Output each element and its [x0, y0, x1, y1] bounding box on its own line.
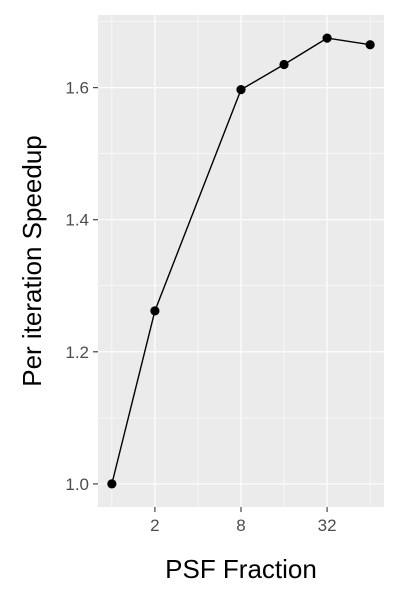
- y-tick-label: 1.2: [65, 343, 89, 362]
- axis-ticks: [93, 87, 328, 512]
- y-tick-label: 1.4: [65, 211, 89, 230]
- series-line: [111, 37, 371, 485]
- data-point: [279, 59, 289, 70]
- data-point: [107, 479, 117, 489]
- y-axis-title: Per iteration Speedup: [17, 135, 47, 387]
- data-point: [150, 306, 160, 316]
- x-tick-label: 32: [318, 516, 337, 535]
- y-tick-label: 1.0: [65, 475, 89, 494]
- data-point: [322, 33, 332, 43]
- x-tick-label: 2: [150, 516, 159, 535]
- x-tick-label: 8: [236, 516, 245, 535]
- tick-labels: 2 8 32 1.0 1.2 1.4 1.6: [65, 79, 336, 535]
- data-point: [365, 40, 375, 50]
- data-points: [107, 33, 375, 489]
- x-axis-title: PSF Fraction: [165, 554, 317, 584]
- y-tick-label: 1.6: [65, 79, 89, 98]
- data-point: [236, 85, 246, 95]
